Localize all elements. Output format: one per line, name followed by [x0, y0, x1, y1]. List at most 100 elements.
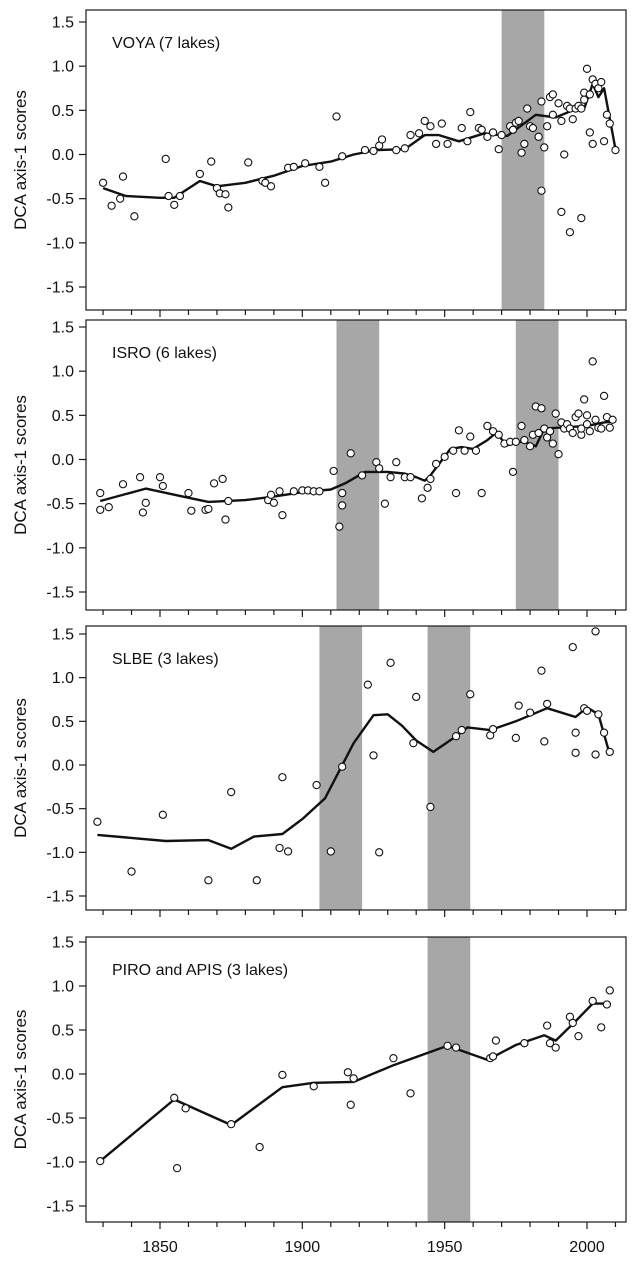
data-point	[443, 139, 452, 149]
data-point	[608, 415, 617, 424]
data-point	[597, 77, 606, 87]
data-point	[406, 473, 415, 482]
data-point	[392, 145, 401, 155]
y-tick-label: -1.0	[46, 235, 74, 252]
y-tick-label: 1.5	[52, 15, 74, 32]
data-point	[585, 427, 594, 436]
data-point	[508, 125, 518, 134]
data-point	[338, 488, 347, 498]
data-point	[517, 421, 526, 431]
trend-line	[97, 706, 611, 850]
data-point	[494, 145, 503, 154]
data-point	[525, 442, 535, 451]
data-point	[605, 423, 614, 432]
data-point	[451, 732, 461, 741]
data-point	[278, 1070, 287, 1080]
data-point	[497, 130, 506, 140]
data-point	[170, 200, 179, 209]
data-point	[605, 747, 614, 757]
data-point	[283, 847, 293, 856]
data-point	[542, 122, 552, 131]
y-tick-label: 1.5	[52, 320, 74, 337]
data-point	[135, 473, 145, 482]
data-point	[545, 1039, 555, 1048]
data-point	[93, 817, 102, 826]
panel-label: PIRO and APIS (3 lakes)	[112, 962, 288, 979]
data-point	[369, 146, 378, 156]
data-point	[400, 144, 409, 153]
data-point	[565, 228, 575, 237]
data-point	[588, 996, 597, 1006]
data-point	[275, 487, 284, 496]
y-tick-label: -1.5	[46, 889, 74, 906]
data-point	[542, 1021, 552, 1030]
data-point	[540, 143, 549, 152]
data-point	[599, 137, 609, 146]
data-point	[172, 1164, 182, 1173]
data-point	[320, 178, 330, 187]
data-point	[574, 409, 583, 418]
data-point	[155, 473, 165, 482]
data-point	[582, 706, 592, 716]
data-point	[548, 90, 557, 99]
y-tick-label: 1.0	[52, 59, 74, 76]
data-point	[389, 1054, 398, 1063]
data-point	[375, 464, 384, 473]
shaded-period	[515, 320, 559, 610]
data-point	[289, 487, 298, 496]
data-point	[443, 1041, 452, 1050]
data-point	[332, 112, 341, 121]
data-point	[227, 1120, 236, 1129]
data-point	[118, 480, 128, 489]
data-point	[520, 139, 529, 149]
data-point	[349, 1074, 358, 1083]
data-point	[278, 773, 287, 782]
data-point	[224, 496, 233, 506]
data-point	[118, 172, 128, 181]
chart-panel-2: 1.5 1.0 0.5 0.0 -0.5 -1.0 -1.5 DCA axis-1 score…	[11, 319, 627, 617]
data-point	[252, 876, 261, 885]
data-point	[244, 158, 253, 167]
data-point	[534, 428, 543, 438]
data-point	[571, 748, 580, 757]
data-point	[517, 148, 526, 157]
data-point	[104, 503, 113, 512]
y-tick-label: -1.0	[46, 540, 74, 557]
data-point	[602, 110, 612, 119]
data-point	[426, 474, 435, 484]
data-point	[158, 481, 167, 491]
data-point	[301, 159, 310, 168]
data-point	[466, 432, 475, 441]
data-point	[431, 459, 441, 469]
data-point	[266, 490, 276, 499]
y-axis-label: DCA axis-1 scores	[11, 698, 30, 838]
data-point	[577, 424, 586, 433]
data-point	[534, 132, 543, 141]
data-point	[386, 473, 395, 482]
data-point	[158, 810, 167, 819]
data-point	[204, 876, 213, 885]
data-point	[488, 128, 498, 137]
chart-panel-1: 1.5 1.0 0.5 0.0 -0.5 -1.0 -1.5 DCA axis-1 score…	[11, 9, 627, 317]
data-point	[523, 104, 532, 113]
data-point	[141, 498, 150, 507]
data-point	[542, 699, 552, 709]
data-point	[221, 190, 230, 199]
y-tick-label: -0.5	[46, 801, 74, 818]
data-point	[96, 1156, 105, 1166]
data-point	[195, 169, 205, 179]
data-point	[537, 97, 546, 106]
data-point	[548, 439, 557, 448]
y-tick-label: 1.5	[52, 935, 74, 952]
data-point	[466, 690, 475, 699]
panel-frame	[85, 936, 627, 1223]
data-point	[457, 725, 466, 735]
panel-label: SLBE (3 lakes)	[112, 651, 219, 668]
data-point	[181, 1104, 190, 1113]
data-point	[491, 1036, 501, 1045]
data-point	[375, 848, 384, 857]
x-tick-label: 1900	[285, 1239, 321, 1256]
y-tick-label: 0.5	[52, 408, 74, 425]
y-tick-label: 1.0	[52, 979, 74, 996]
